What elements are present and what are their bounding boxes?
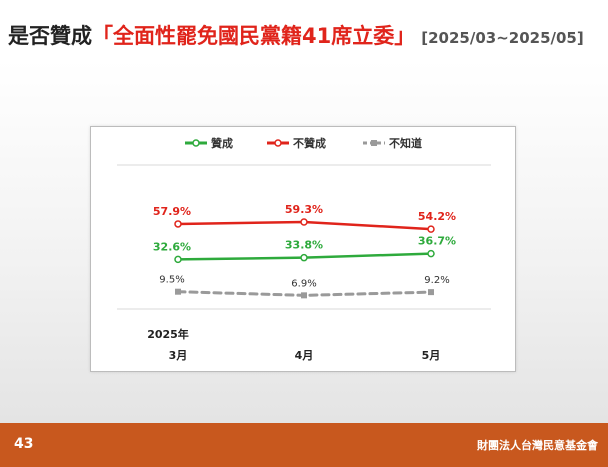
data-point-3-2 — [301, 292, 307, 299]
data-label-2-3: 54.2% — [418, 210, 456, 223]
legend-label-2: 不贊成 — [293, 136, 326, 150]
title-highlight: 「全面性罷免國民黨籍41席立委」 — [92, 24, 416, 48]
data-label-1-2: 33.8% — [285, 239, 323, 252]
title-bar: 是否贊成「全面性罷免國民黨籍41席立委」 [2025/03~2025/05] — [0, 0, 608, 60]
data-label-3-3: 9.2% — [424, 275, 449, 286]
data-point-1-3 — [427, 249, 435, 258]
x-axis-tick-2: 4月 — [295, 349, 314, 362]
legend-marker-3 — [371, 140, 377, 146]
legend-label-3: 不知道 — [389, 136, 422, 150]
data-point-1-1 — [174, 255, 182, 264]
footer-bar: 43 財團法人台灣民意基金會 — [0, 423, 608, 467]
line-chart: 贊成 不贊成 不知道 32.6% 33.8% 36.7% 57.9% 59.3% 54.2% 9.… — [117, 136, 491, 362]
data-label-1-3: 36.7% — [418, 235, 456, 248]
data-point-1-2 — [300, 253, 308, 262]
data-point-3-1 — [175, 288, 181, 295]
data-point-2-2 — [300, 218, 308, 226]
x-axis-tick-1: 3月 — [169, 349, 188, 362]
data-label-3-2: 6.9% — [291, 278, 316, 289]
title-prefix: 是否贊成 — [8, 24, 92, 48]
data-point-2-3 — [427, 225, 435, 233]
x-axis-year-label: 2025年 — [147, 327, 189, 341]
page-title: 是否贊成「全面性罷免國民黨籍41席立委」 [2025/03~2025/05] — [8, 20, 584, 50]
legend-marker-1 — [192, 139, 200, 147]
legend-marker-2 — [274, 139, 282, 147]
data-label-1-1: 32.6% — [153, 240, 191, 253]
organization-name: 財團法人台灣民意基金會 — [477, 439, 598, 452]
data-label-2-2: 59.3% — [285, 203, 323, 216]
legend-label-1: 贊成 — [211, 136, 233, 150]
date-range: [2025/03~2025/05] — [421, 29, 584, 47]
data-point-3-3 — [428, 289, 434, 296]
data-label-3-1: 9.5% — [159, 275, 184, 286]
data-point-2-1 — [174, 220, 182, 228]
page-number: 43 — [14, 436, 34, 452]
x-axis-tick-3: 5月 — [422, 349, 441, 362]
data-label-2-1: 57.9% — [153, 205, 191, 218]
chart-panel: 贊成 不贊成 不知道 32.6% 33.8% 36.7% 57.9% 59.3% 54.2% 9.… — [90, 126, 516, 372]
